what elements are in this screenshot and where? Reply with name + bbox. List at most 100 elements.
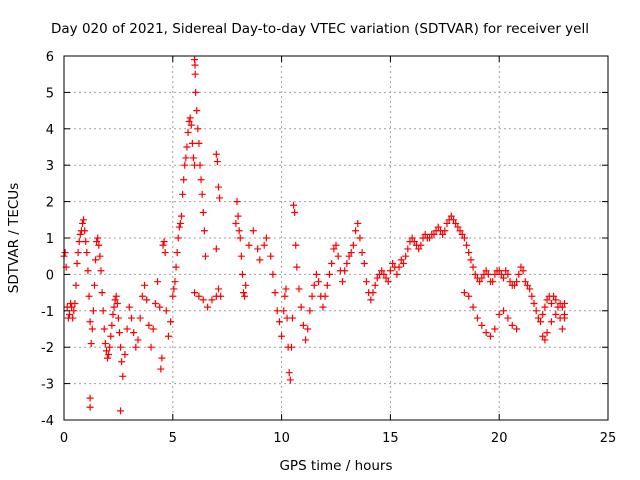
data-point bbox=[105, 350, 113, 358]
data-point bbox=[96, 252, 104, 260]
data-point bbox=[213, 158, 221, 166]
y-tick-label: 3 bbox=[46, 159, 54, 174]
data-point bbox=[92, 256, 100, 264]
data-point bbox=[280, 307, 288, 315]
data-point bbox=[476, 278, 484, 286]
data-point bbox=[197, 176, 205, 184]
data-point bbox=[308, 292, 316, 300]
data-point bbox=[452, 219, 460, 227]
data-point bbox=[373, 274, 381, 282]
data-point bbox=[362, 278, 370, 286]
data-point bbox=[69, 314, 77, 322]
grid-lines bbox=[64, 56, 608, 420]
data-point bbox=[465, 292, 473, 300]
data-point bbox=[287, 343, 295, 351]
data-series-sdtvar bbox=[60, 56, 568, 415]
data-point bbox=[180, 176, 188, 184]
data-point bbox=[192, 88, 200, 96]
data-point bbox=[68, 303, 76, 311]
data-point bbox=[467, 256, 475, 264]
data-point bbox=[208, 296, 216, 304]
data-point bbox=[191, 70, 199, 78]
data-point bbox=[108, 321, 116, 329]
data-point bbox=[534, 314, 542, 322]
data-point bbox=[408, 234, 416, 242]
data-point bbox=[454, 223, 462, 231]
data-point bbox=[285, 369, 293, 377]
data-point bbox=[543, 329, 551, 337]
data-point bbox=[482, 329, 490, 337]
data-point bbox=[94, 234, 102, 242]
data-point bbox=[295, 285, 303, 293]
data-point bbox=[560, 310, 568, 318]
data-point bbox=[74, 249, 82, 257]
data-point bbox=[115, 329, 123, 337]
data-point bbox=[65, 310, 73, 318]
data-point bbox=[380, 270, 388, 278]
data-point bbox=[291, 209, 299, 217]
data-point bbox=[332, 241, 340, 249]
data-point bbox=[114, 314, 122, 322]
data-point bbox=[158, 354, 166, 362]
data-point bbox=[508, 321, 516, 329]
data-point bbox=[143, 296, 151, 304]
data-point bbox=[242, 281, 250, 289]
data-point bbox=[456, 227, 464, 235]
data-point bbox=[200, 227, 208, 235]
data-point bbox=[541, 303, 549, 311]
data-point bbox=[233, 198, 241, 206]
data-point bbox=[478, 274, 486, 282]
data-point bbox=[539, 332, 547, 340]
data-point bbox=[558, 303, 566, 311]
x-axis-label: GPS time / hours bbox=[279, 458, 392, 474]
data-point bbox=[526, 285, 534, 293]
data-point bbox=[547, 318, 555, 326]
data-point bbox=[147, 343, 155, 351]
data-point bbox=[132, 343, 140, 351]
data-point bbox=[312, 270, 320, 278]
data-point bbox=[513, 278, 521, 286]
data-point bbox=[214, 183, 222, 191]
data-point bbox=[395, 263, 403, 271]
data-point bbox=[160, 238, 168, 246]
data-point bbox=[281, 292, 289, 300]
data-point bbox=[521, 278, 529, 286]
data-point bbox=[439, 230, 447, 238]
x-tick-label: 0 bbox=[60, 431, 68, 446]
data-point bbox=[188, 139, 196, 147]
data-point bbox=[473, 314, 481, 322]
data-point bbox=[89, 307, 97, 315]
data-point bbox=[458, 230, 466, 238]
data-point bbox=[267, 252, 275, 260]
data-point bbox=[421, 230, 429, 238]
data-point bbox=[356, 234, 364, 242]
data-point bbox=[167, 318, 175, 326]
data-point bbox=[541, 336, 549, 344]
data-point bbox=[86, 318, 94, 326]
data-point bbox=[306, 307, 314, 315]
data-point bbox=[465, 249, 473, 257]
data-point bbox=[186, 114, 194, 122]
data-point bbox=[99, 307, 107, 315]
data-point bbox=[504, 314, 512, 322]
data-point bbox=[367, 296, 375, 304]
data-point bbox=[260, 241, 268, 249]
data-point bbox=[349, 241, 357, 249]
data-point bbox=[354, 219, 362, 227]
data-point bbox=[347, 249, 355, 257]
data-point bbox=[447, 212, 455, 220]
data-point bbox=[378, 267, 386, 275]
data-point bbox=[76, 230, 84, 238]
data-point bbox=[500, 274, 508, 282]
data-point bbox=[469, 263, 477, 271]
data-point bbox=[397, 256, 405, 264]
data-point bbox=[386, 267, 394, 275]
data-point bbox=[169, 292, 177, 300]
data-point bbox=[149, 325, 157, 333]
data-point bbox=[98, 289, 106, 297]
data-point bbox=[236, 234, 244, 242]
data-point bbox=[171, 278, 179, 286]
y-tick-label: 0 bbox=[46, 268, 54, 283]
x-tick-label: 5 bbox=[169, 431, 177, 446]
data-point bbox=[517, 263, 525, 271]
